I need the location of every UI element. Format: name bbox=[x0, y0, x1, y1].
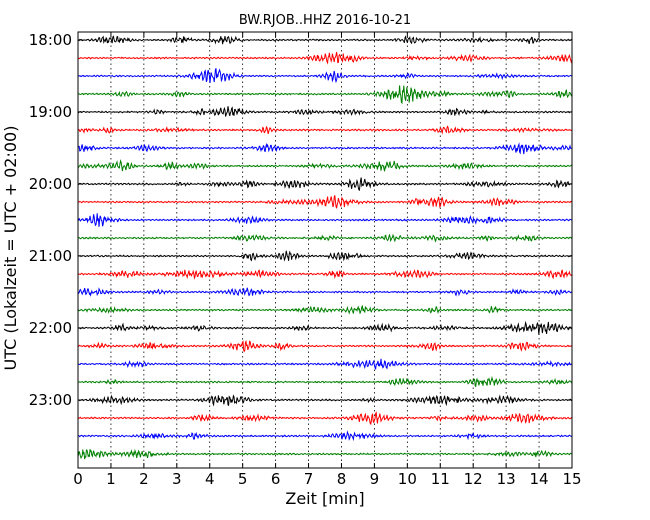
x-tick-label: 7 bbox=[304, 470, 314, 488]
seismogram-trace bbox=[77, 158, 573, 172]
seismogram-trace bbox=[77, 376, 573, 388]
y-axis-label: UTC (Lokalzeit = UTC + 02:00) bbox=[1, 126, 20, 371]
y-tick-label: 22:00 bbox=[29, 319, 72, 337]
x-tick-label: 3 bbox=[172, 470, 182, 488]
y-tick-label: 20:00 bbox=[29, 175, 72, 193]
seismogram-trace bbox=[77, 35, 573, 45]
y-tick-label: 21:00 bbox=[29, 247, 72, 265]
seismogram-trace bbox=[77, 448, 572, 460]
seismogram-trace bbox=[77, 250, 573, 262]
seismogram-trace bbox=[77, 411, 572, 426]
seismogram-trace bbox=[77, 51, 573, 65]
seismogram-trace bbox=[77, 213, 573, 227]
x-tick-label: 6 bbox=[271, 470, 281, 488]
seismogram-traces bbox=[77, 35, 573, 460]
y-tick-label: 23:00 bbox=[29, 391, 72, 409]
x-tick-label: 10 bbox=[398, 470, 417, 488]
x-tick-label: 5 bbox=[238, 470, 248, 488]
x-tick-label: 4 bbox=[205, 470, 215, 488]
seismogram-trace bbox=[77, 358, 572, 370]
seismogram-trace bbox=[77, 177, 573, 192]
x-axis-ticks: 0 1 2 3 4 5 6 7 8 9 10 11 12 13 14 15 bbox=[73, 32, 582, 488]
x-tick-label: 11 bbox=[431, 470, 450, 488]
seismogram-trace bbox=[77, 304, 572, 315]
seismogram-trace bbox=[77, 340, 572, 353]
y-tick-label: 19:00 bbox=[29, 103, 72, 121]
seismogram-trace bbox=[77, 106, 573, 117]
seismogram-trace bbox=[77, 125, 573, 135]
seismogram-trace bbox=[77, 233, 573, 243]
x-tick-label: 0 bbox=[73, 470, 83, 488]
x-tick-label: 2 bbox=[139, 470, 149, 488]
x-gridlines bbox=[110, 32, 540, 468]
x-tick-label: 9 bbox=[370, 470, 380, 488]
seismogram-trace bbox=[77, 142, 573, 155]
seismogram-trace bbox=[77, 287, 573, 297]
x-tick-label: 1 bbox=[106, 470, 116, 488]
x-tick-label: 14 bbox=[530, 470, 549, 488]
x-tick-label: 15 bbox=[562, 470, 581, 488]
y-tick-label: 18:00 bbox=[29, 31, 72, 49]
x-axis-label: Zeit [min] bbox=[285, 489, 364, 508]
chart-title: BW.RJOB..HHZ 2016-10-21 bbox=[239, 13, 411, 28]
seismogram-trace bbox=[77, 195, 573, 209]
seismogram-trace bbox=[77, 269, 573, 280]
seismogram-trace bbox=[77, 320, 573, 335]
plot-frame bbox=[77, 31, 573, 469]
y-axis-ticks: 18:00 19:00 20:00 21:00 22:00 23:00 bbox=[29, 31, 572, 409]
seismogram-trace bbox=[77, 394, 573, 407]
seismogram-trace bbox=[78, 85, 573, 105]
seismogram-trace bbox=[77, 430, 572, 442]
seismogram-trace bbox=[77, 68, 573, 84]
x-tick-label: 8 bbox=[337, 470, 347, 488]
x-tick-label: 12 bbox=[464, 470, 483, 488]
x-tick-label: 13 bbox=[497, 470, 516, 488]
